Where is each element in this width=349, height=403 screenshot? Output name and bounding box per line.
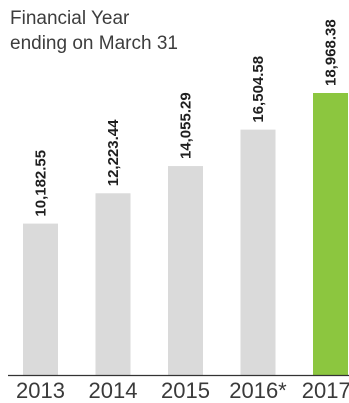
bar-2014 [95, 193, 131, 375]
x-tick-label-2016*: 2016* [229, 378, 287, 403]
x-tick-label-2017*: 2017* [302, 378, 349, 403]
caption-line-1: Financial Year [10, 8, 130, 29]
data-label-2015: 14,055.29 [178, 92, 195, 159]
data-label-2016*: 16,504.58 [250, 56, 267, 123]
bar-2015 [168, 166, 203, 375]
bar-2013 [23, 223, 58, 375]
bar-2017* [313, 93, 348, 375]
data-label-2013: 10,182.55 [33, 150, 50, 217]
x-tick-label-2014: 2014 [89, 378, 138, 403]
x-tick-label-2013: 2013 [16, 378, 65, 403]
x-tick-label-2015: 2015 [161, 378, 210, 403]
caption-line-2: ending on March 31 [10, 33, 178, 54]
bar-2016* [240, 129, 276, 375]
data-label-2017*: 18,968.38 [323, 19, 340, 86]
data-label-2014: 12,223.44 [105, 119, 122, 186]
chart-caption: Financial Year ending on March 31 [10, 6, 178, 56]
